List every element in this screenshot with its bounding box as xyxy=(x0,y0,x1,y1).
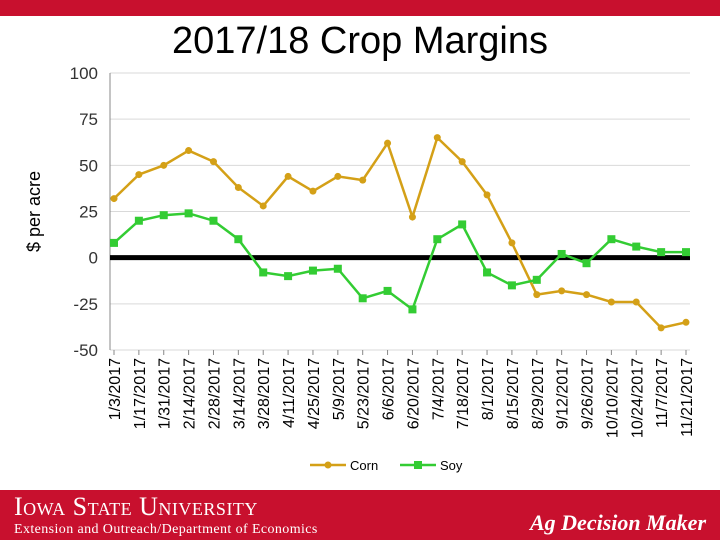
soy-point xyxy=(582,259,591,268)
x-tick-label: 11/21/2017 xyxy=(679,358,696,437)
x-tick-label: 1/31/2017 xyxy=(157,358,174,429)
x-tick-label: 10/24/2017 xyxy=(629,358,646,438)
corn-point xyxy=(657,324,665,332)
legend-marker-soy xyxy=(414,461,422,469)
legend-label: Soy xyxy=(440,458,463,473)
x-tick-label: 2/28/2017 xyxy=(206,358,223,429)
corn-point xyxy=(408,213,416,221)
soy-point xyxy=(483,268,492,277)
corn-point xyxy=(384,139,392,147)
x-tick-label: 9/12/2017 xyxy=(555,358,572,429)
soy-point xyxy=(308,266,317,275)
footer-bar: Iowa State University Extension and Outr… xyxy=(0,490,720,540)
corn-point xyxy=(483,191,491,199)
corn-point xyxy=(334,172,342,180)
y-tick-label: 25 xyxy=(79,203,98,222)
soy-point xyxy=(110,238,118,247)
corn-point xyxy=(508,239,516,247)
corn-point xyxy=(558,287,566,295)
corn-point xyxy=(632,298,640,306)
corn-point xyxy=(309,187,317,195)
top-red-bar xyxy=(0,0,720,16)
x-tick-label: 7/4/2017 xyxy=(430,358,447,420)
chart-container: 100 75 50 25 0 -25 -50 $ per acre 1/3/2017 1/17/2… xyxy=(10,60,710,485)
series-line-soy xyxy=(113,212,686,312)
x-tick-label: 5/9/2017 xyxy=(331,358,348,420)
soy-point xyxy=(184,209,193,218)
corn-point xyxy=(135,171,143,179)
corn-point xyxy=(359,176,367,184)
chart-title: 2017/18 Crop Margins xyxy=(172,20,548,62)
y-tick-label: 75 xyxy=(79,110,98,129)
soy-point xyxy=(507,281,516,290)
soy-point xyxy=(333,264,342,273)
corn-point xyxy=(583,291,591,299)
y-axis-label: $ per acre xyxy=(24,171,44,252)
corn-point xyxy=(682,318,690,326)
soy-point xyxy=(209,216,218,225)
soy-point xyxy=(682,248,690,257)
soy-point xyxy=(557,249,566,258)
series-line-corn xyxy=(113,135,687,330)
x-tick-label: 6/20/2017 xyxy=(405,358,422,429)
legend-label: Corn xyxy=(350,458,378,473)
x-tick-label: 2/14/2017 xyxy=(182,358,199,429)
x-tick-label: 1/17/2017 xyxy=(132,358,149,429)
corn-point xyxy=(284,172,292,180)
corn-point xyxy=(185,147,193,155)
corn-point xyxy=(433,134,441,142)
soy-point xyxy=(657,248,666,257)
x-tick-label: 8/1/2017 xyxy=(480,358,497,420)
soy-point xyxy=(607,235,616,244)
x-tick-label: 7/18/2017 xyxy=(455,358,472,429)
x-tick-label: 3/28/2017 xyxy=(256,358,273,429)
x-tick-label: 10/10/2017 xyxy=(604,358,621,438)
x-tick-label: 9/26/2017 xyxy=(580,358,597,429)
crop-margins-chart: 100 75 50 25 0 -25 -50 $ per acre 1/3/2017 1/17/2… xyxy=(24,64,696,473)
soy-point xyxy=(259,268,268,277)
x-tick-label: 1/3/2017 xyxy=(107,358,124,420)
soy-point xyxy=(408,305,417,314)
soy-point xyxy=(159,211,168,220)
x-tick-label: 6/6/2017 xyxy=(381,358,398,420)
university-logo-text: Iowa State University xyxy=(14,492,258,521)
y-tick-label: 50 xyxy=(79,156,98,175)
x-tick-label: 4/25/2017 xyxy=(306,358,323,429)
soy-point xyxy=(458,220,467,229)
soy-point xyxy=(532,275,541,284)
corn-point xyxy=(234,183,242,191)
y-tick-label: -50 xyxy=(73,341,98,360)
x-tick-label: 8/15/2017 xyxy=(505,358,522,429)
corn-point xyxy=(110,195,118,203)
soy-point xyxy=(134,216,143,225)
corn-point xyxy=(533,291,541,299)
soy-point xyxy=(284,272,293,281)
corn-point xyxy=(259,202,267,210)
corn-point xyxy=(607,298,615,306)
ag-decision-maker-brand: Ag Decision Maker xyxy=(530,510,706,535)
soy-point xyxy=(234,235,243,244)
soy-point xyxy=(358,294,367,303)
x-tick-label: 3/14/2017 xyxy=(231,358,248,429)
soy-point xyxy=(632,242,641,251)
x-tick-label: 11/7/2017 xyxy=(654,358,671,428)
legend-marker-corn xyxy=(324,461,332,469)
soy-point xyxy=(383,286,392,295)
corn-point xyxy=(160,161,168,169)
y-tick-label: -25 xyxy=(73,295,98,314)
x-tick-label: 5/23/2017 xyxy=(356,358,373,429)
corn-point xyxy=(209,158,217,166)
corn-point xyxy=(458,158,466,166)
x-tick-label: 8/29/2017 xyxy=(530,358,547,429)
x-tick-label: 4/11/2017 xyxy=(281,358,298,428)
y-tick-label: 100 xyxy=(70,64,98,83)
soy-point xyxy=(433,235,442,244)
y-tick-label: 0 xyxy=(89,249,98,268)
department-text: Extension and Outreach/Department of Eco… xyxy=(14,522,318,537)
